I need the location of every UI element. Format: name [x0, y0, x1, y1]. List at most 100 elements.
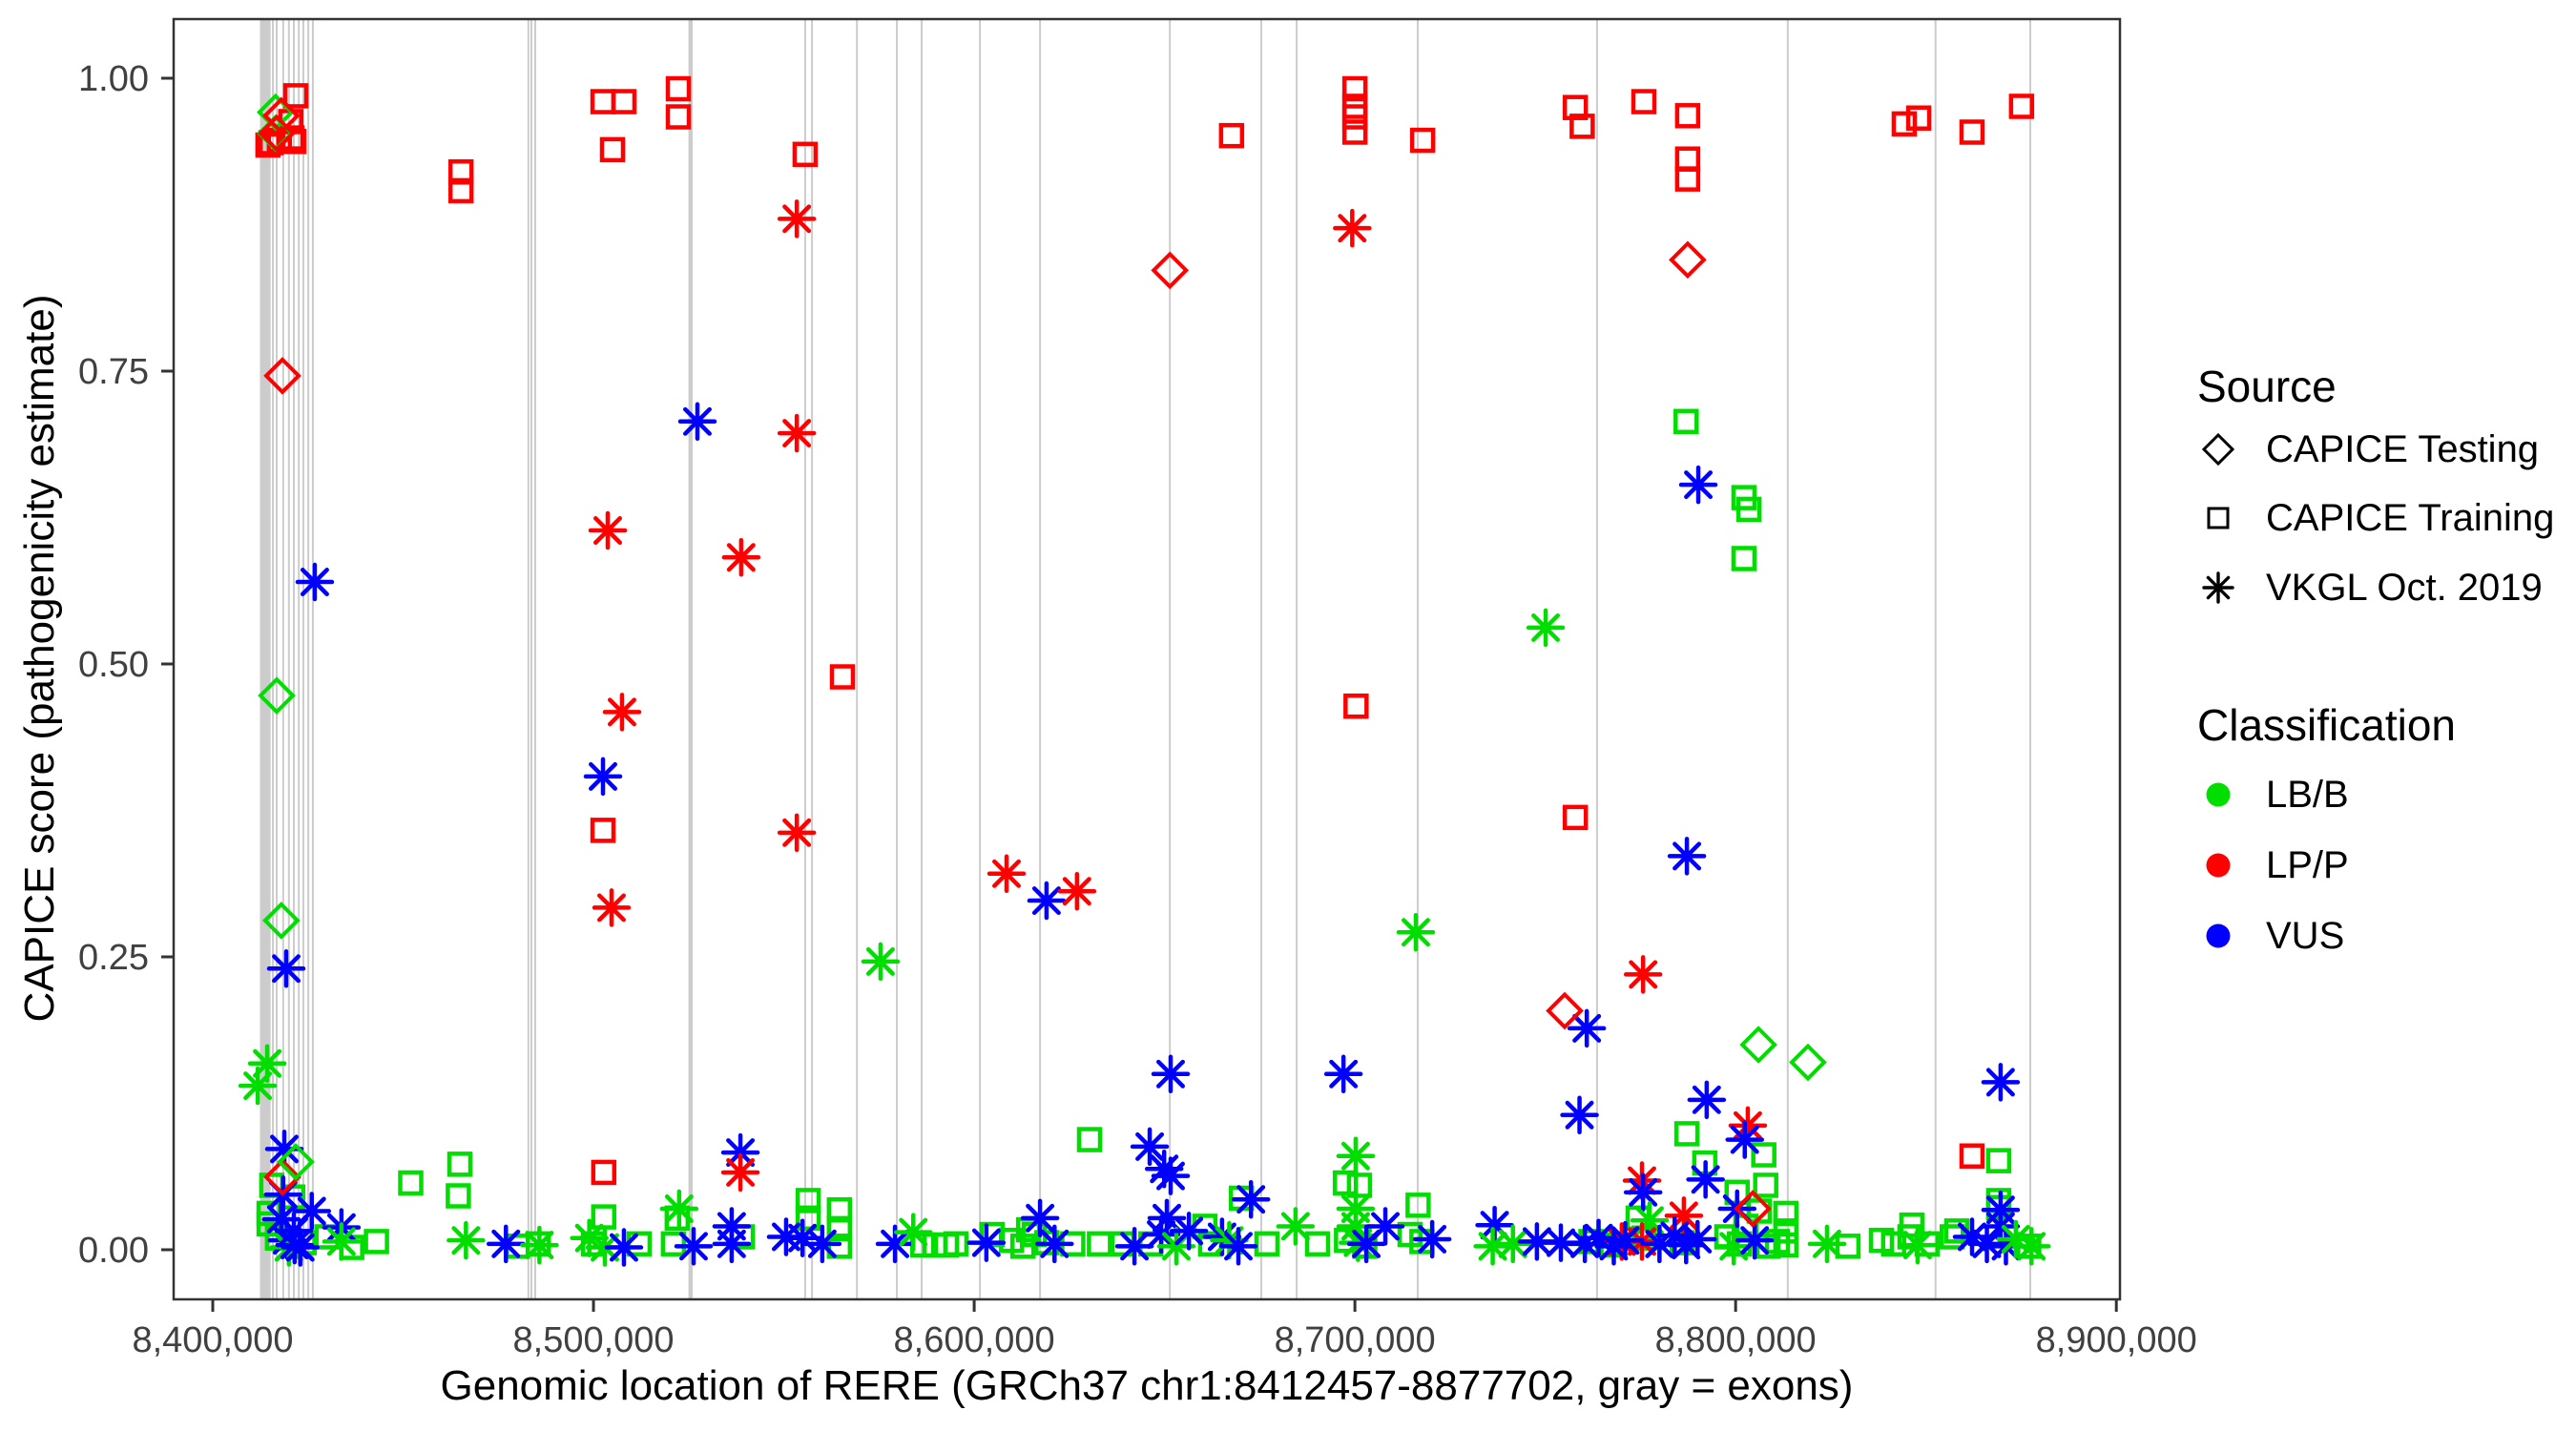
data-point	[665, 104, 692, 130]
data-point	[1686, 1160, 1725, 1199]
exon-line	[1595, 19, 1598, 1299]
data-point	[1623, 955, 1663, 994]
legend-item-label: LB/B	[2266, 773, 2349, 816]
data-point	[1169, 1212, 1209, 1251]
data-point	[674, 1227, 714, 1266]
y-axis-title: CAPICE score (pathogenicity estimate)	[16, 294, 63, 1023]
asterisk-icon	[2202, 571, 2234, 604]
square-icon	[2207, 507, 2230, 529]
y-tick-label: 0.00	[78, 1231, 149, 1271]
data-point	[1218, 122, 1245, 149]
data-point	[588, 510, 628, 550]
data-point	[1898, 1225, 1938, 1265]
exon-line	[533, 19, 536, 1299]
data-point	[1687, 1080, 1727, 1120]
data-point	[1057, 871, 1097, 911]
data-point	[1076, 1127, 1103, 1152]
exon-line	[301, 19, 304, 1299]
data-point	[599, 136, 626, 163]
data-point	[2011, 1227, 2051, 1266]
x-tick-label: 8,700,000	[1275, 1320, 1436, 1360]
legend-classification-title: Classification	[2197, 700, 2456, 750]
data-point	[1151, 251, 1190, 290]
exon-line	[856, 19, 859, 1299]
vus-dot-icon	[2206, 923, 2231, 948]
data-point	[966, 1223, 1007, 1262]
data-point	[1254, 1231, 1280, 1257]
data-point	[1678, 465, 1718, 505]
data-point	[1631, 89, 1657, 114]
data-point	[282, 83, 309, 109]
exon-line	[2029, 19, 2032, 1299]
data-point	[447, 158, 474, 185]
exon-line	[896, 19, 899, 1299]
legend: Source CAPICE Testing CAPICE Training VK…	[2194, 0, 2576, 1431]
data-point	[1341, 119, 1368, 145]
data-point	[1333, 208, 1372, 248]
data-point	[592, 888, 632, 927]
exon-line	[688, 19, 693, 1299]
exon-line	[979, 19, 982, 1299]
legend-source-title: Source	[2197, 362, 2337, 411]
exon-line	[530, 19, 532, 1299]
legend-item-label: VUS	[2266, 914, 2345, 957]
data-point	[1735, 496, 1762, 523]
data-point	[1323, 1054, 1363, 1094]
data-point	[487, 1224, 526, 1264]
data-point	[261, 96, 301, 135]
exon-line	[527, 19, 530, 1299]
data-point	[1493, 1224, 1532, 1264]
data-point	[1739, 1026, 1777, 1064]
data-point	[604, 1228, 644, 1267]
data-point	[943, 1231, 969, 1257]
data-point	[1567, 1008, 1607, 1048]
data-point	[1405, 1192, 1431, 1218]
panel-border	[172, 17, 2122, 1301]
data-point	[1541, 1223, 1581, 1262]
data-point	[875, 1224, 915, 1264]
exon-line	[921, 19, 924, 1299]
data-point	[720, 1152, 760, 1192]
exon-line	[1169, 19, 1172, 1299]
data-point	[826, 1196, 853, 1223]
data-point	[1673, 1121, 1700, 1147]
x-tick-label: 8,600,000	[894, 1320, 1055, 1360]
data-point	[322, 1222, 362, 1261]
legend-item-lpp: LP/P	[2197, 843, 2349, 887]
x-tick-label: 8,900,000	[2036, 1320, 2197, 1360]
data-point	[1231, 1179, 1271, 1219]
data-point	[660, 1231, 687, 1257]
data-point	[1606, 1220, 1645, 1260]
y-tick-label: 0.75	[78, 352, 149, 392]
data-point	[1409, 127, 1436, 154]
data-point	[829, 664, 856, 690]
data-point	[721, 538, 761, 577]
x-tick-label: 8,500,000	[513, 1320, 675, 1360]
data-point	[1562, 804, 1589, 831]
data-point	[1981, 1063, 2021, 1102]
data-point	[1674, 166, 1701, 192]
data-point	[777, 813, 817, 853]
data-point	[1753, 1172, 1778, 1198]
data-point	[795, 1205, 821, 1232]
exon-line	[1934, 19, 1937, 1299]
data-point	[1891, 111, 1918, 137]
exon-line	[803, 19, 806, 1299]
exon-line	[307, 19, 310, 1299]
data-point	[1674, 103, 1701, 129]
data-point	[261, 902, 301, 940]
data-point	[1734, 1190, 1772, 1228]
data-point	[1673, 408, 1699, 435]
data-point	[1835, 1234, 1861, 1259]
data-point	[1735, 1220, 1775, 1260]
exon-line	[260, 19, 271, 1299]
x-tick-label: 8,400,000	[132, 1320, 293, 1360]
legend-item-label: VKGL Oct. 2019	[2266, 566, 2543, 609]
y-tick-label: 0.50	[78, 645, 149, 685]
data-point	[1526, 608, 1566, 648]
data-point	[1623, 1172, 1663, 1213]
exon-line	[1039, 19, 1042, 1299]
data-point	[277, 1143, 315, 1181]
data-point	[590, 818, 616, 843]
